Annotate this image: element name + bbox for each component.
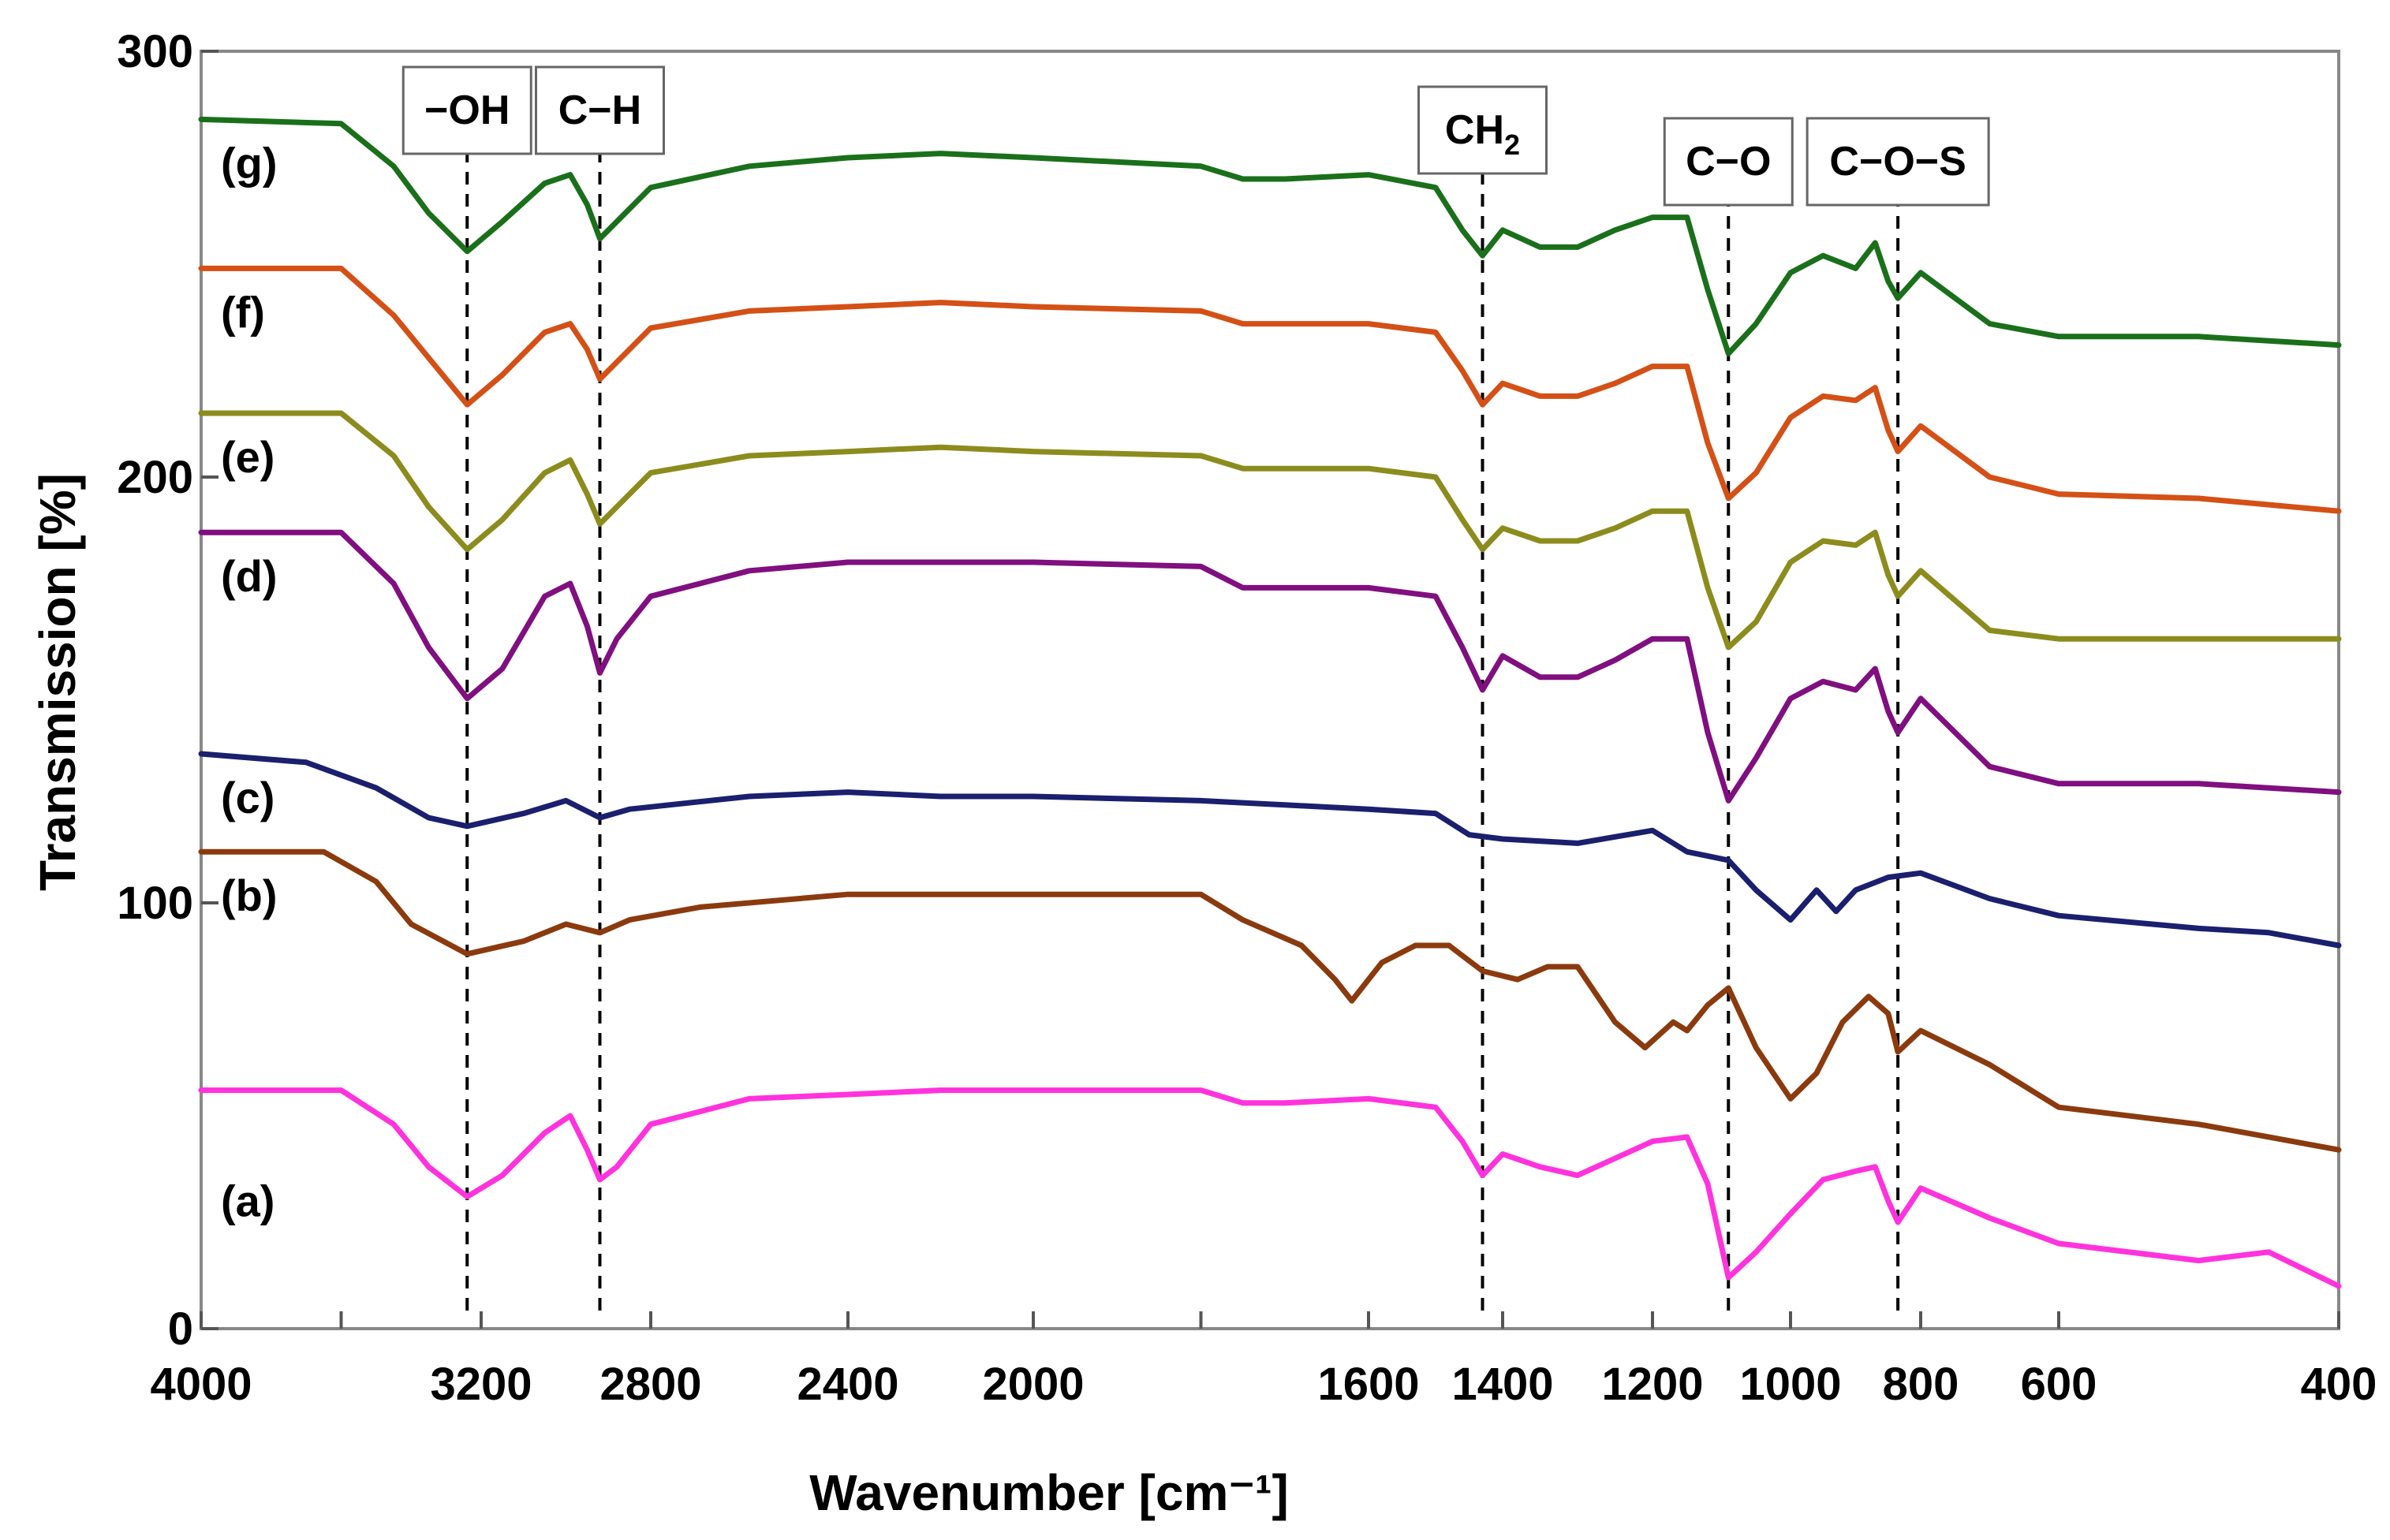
annotation-box [1663, 117, 1794, 207]
x-tick-label: 600 [2021, 1359, 2097, 1410]
y-axis: 0 100 200 300 [117, 26, 218, 1355]
x-tick-label: 1200 [1601, 1359, 1703, 1410]
annotation-label: C−O−S [1829, 139, 1966, 185]
x-tick-label: 400 [2301, 1359, 2377, 1410]
x-tick-label: 1600 [1317, 1359, 1419, 1410]
annotation-label: −OH [424, 88, 510, 133]
x-tick-label: 2800 [599, 1359, 701, 1410]
annotation-label: C−H [558, 88, 641, 133]
series-line-a [198, 1087, 2342, 1289]
annotation-box [535, 65, 665, 155]
series-line-e [198, 410, 2342, 651]
series-label-d: (d) [221, 551, 278, 601]
y-axis-title: Transmission [%] [29, 473, 86, 891]
x-tick-label: 800 [1883, 1359, 1959, 1410]
y-tick-label: 0 [168, 1303, 193, 1355]
x-tick-label: 1000 [1739, 1359, 1841, 1410]
y-tick-label: 300 [117, 26, 193, 77]
series-label-c: (c) [221, 773, 274, 822]
y-tick-label: 100 [117, 878, 193, 929]
annotation-label: C−O [1686, 139, 1771, 185]
series-line-c [198, 751, 2342, 949]
series-label-f: (f) [221, 287, 265, 337]
annotation-boxes: −OH C−H CH2 C−O C−O−S [401, 65, 1990, 207]
x-tick-label: 2000 [982, 1359, 1084, 1410]
x-tick-label: 4000 [150, 1359, 252, 1410]
series-label-e: (e) [221, 432, 274, 482]
series-line-f [198, 265, 2342, 514]
plot-frame [200, 50, 2340, 1330]
annotation-box [1417, 85, 1548, 175]
series-label-a: (a) [221, 1176, 274, 1226]
series-line-g [198, 116, 2342, 356]
series-labels: (a) (b) (c) (d) (e) (f) (g) [221, 138, 278, 1225]
series-line-d [198, 529, 2342, 804]
x-axis-title: Wavenumber [cm⁻¹] [809, 1464, 1289, 1521]
annotation-box [1806, 117, 1990, 207]
y-tick-label: 200 [117, 452, 193, 503]
x-tick-label: 2400 [797, 1359, 898, 1410]
series-line-b [198, 848, 2342, 1153]
x-axis: 4000 3200 2800 2400 2000 1600 1400 1200 1000 800 6… [150, 1311, 2377, 1410]
series-label-b: (b) [221, 871, 278, 920]
series-lines [198, 116, 2342, 1289]
series-label-g: (g) [221, 138, 278, 188]
x-tick-label: 1400 [1451, 1359, 1553, 1410]
annotation-box [401, 65, 532, 155]
x-tick-label: 3200 [430, 1359, 532, 1410]
